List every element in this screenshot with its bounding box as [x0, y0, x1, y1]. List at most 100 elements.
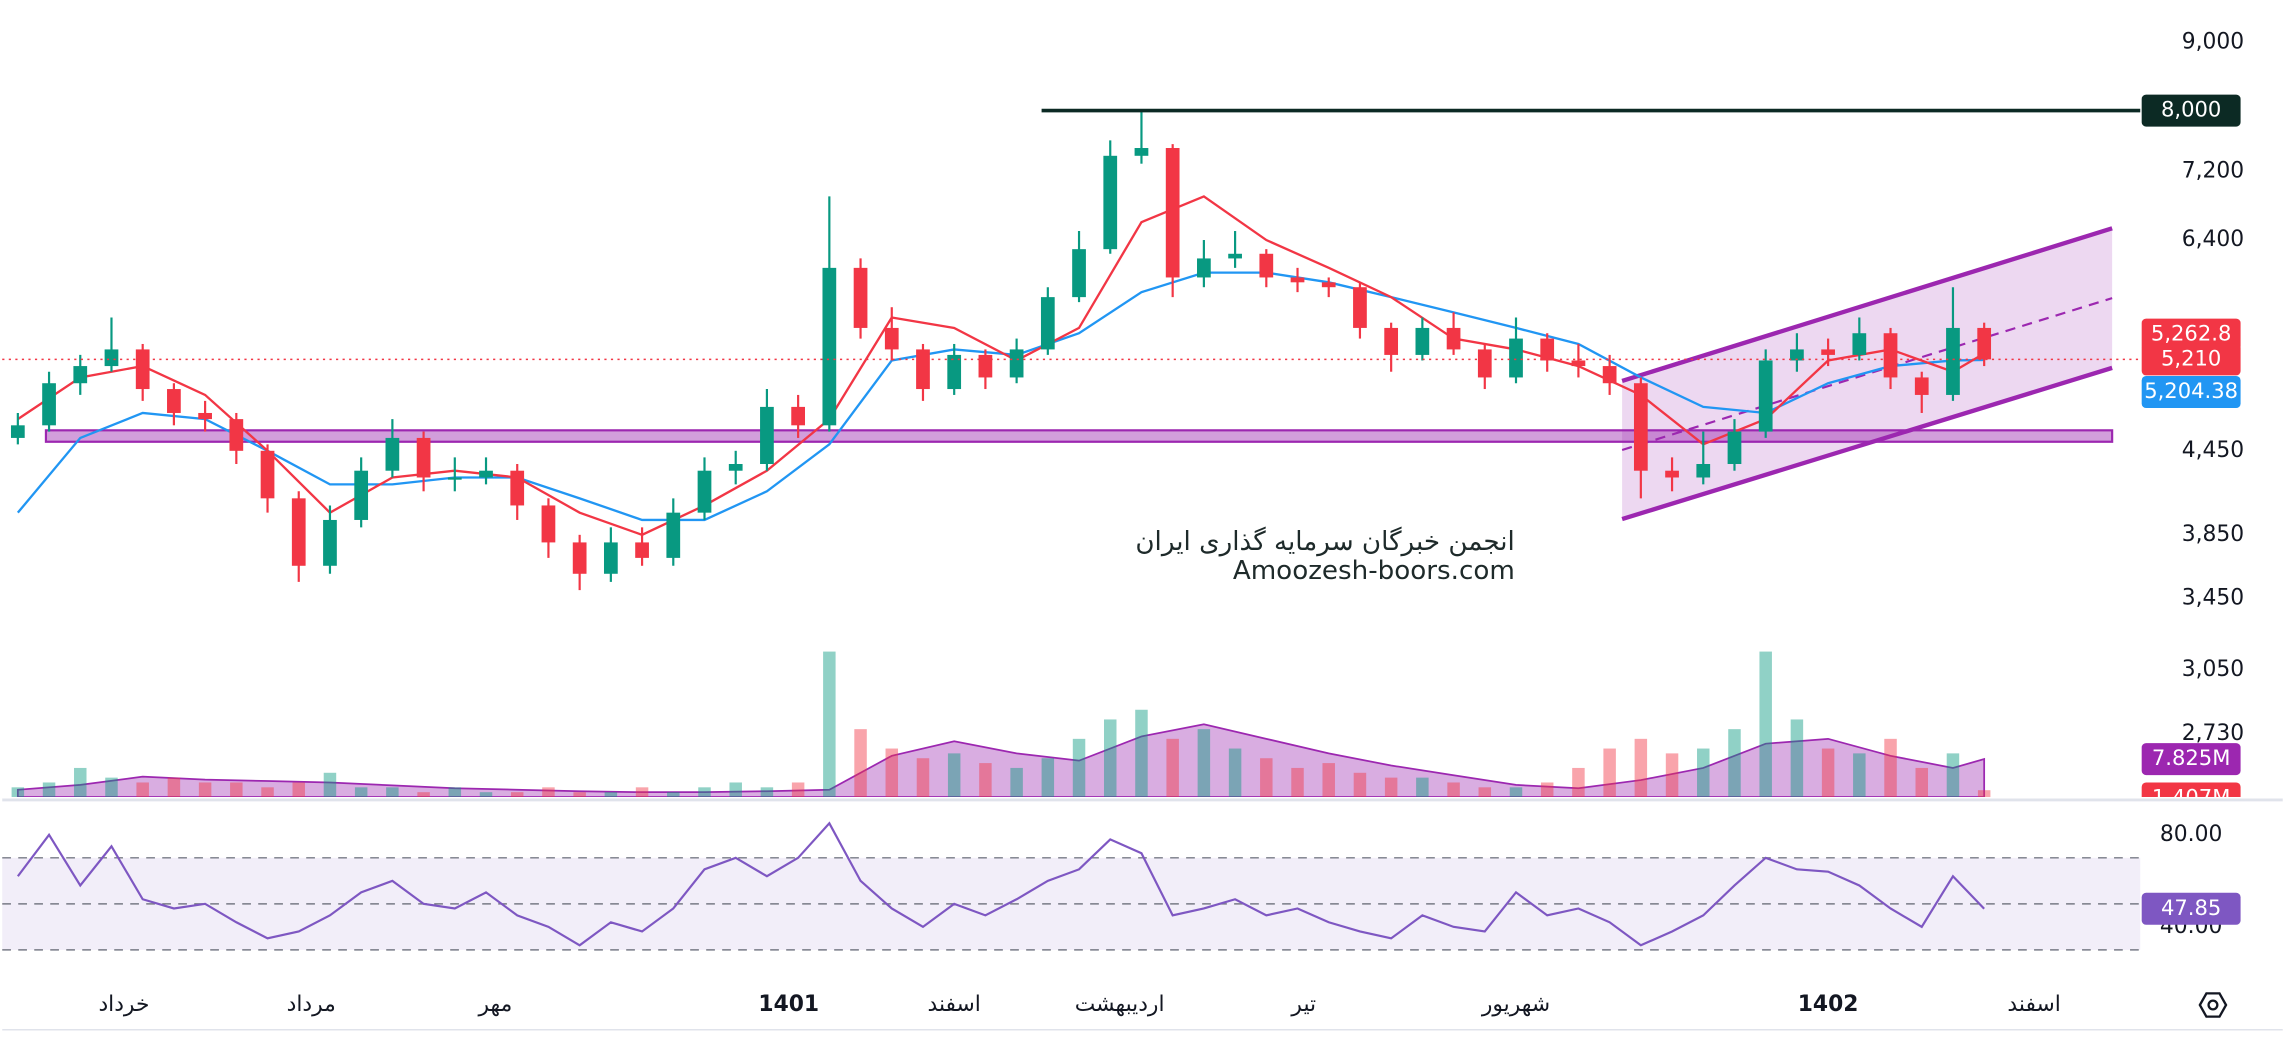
candle-body: [978, 354, 993, 378]
volume-bar: [1135, 709, 1148, 798]
candle-body: [822, 267, 837, 426]
candle-body: [42, 383, 56, 426]
volume-bar: [542, 787, 555, 798]
volume-bar: [261, 787, 274, 798]
candle-body: [1415, 327, 1430, 355]
channel-mid: [1621, 297, 2113, 452]
x-tick-label: شهریور: [1481, 992, 1550, 1017]
candle-body: [1259, 253, 1274, 278]
candle-body: [1321, 282, 1336, 288]
candle-body: [1509, 338, 1523, 378]
volume-bar: [667, 792, 680, 798]
volume-bar: [1041, 758, 1055, 798]
candle-body: [1696, 464, 1711, 478]
watermark: Amoozesh-boors.com: [1233, 556, 1515, 586]
candle-body: [666, 512, 681, 558]
y-tick-label: 2,730: [2182, 721, 2244, 746]
volume-bar: [510, 792, 524, 798]
x-tick-label: مهر: [478, 992, 513, 1017]
channel-lower: [1621, 365, 2113, 522]
hline-label: 8,000: [2161, 97, 2221, 122]
candle-body: [1883, 333, 1898, 378]
candle-body: [1384, 327, 1399, 355]
volume-bar: [479, 792, 493, 798]
candle-body: [198, 412, 212, 420]
candle-body: [541, 505, 556, 543]
candle-body: [1914, 377, 1929, 395]
y-tick-label: 6,400: [2182, 227, 2244, 252]
volume-bar: [386, 787, 399, 798]
volume-bar: [1228, 748, 1242, 798]
candle-body: [1821, 349, 1835, 355]
candle-body: [354, 470, 369, 520]
y-tick-label: 3,450: [2182, 585, 2244, 610]
candle-body: [1446, 327, 1461, 350]
candle-body: [853, 267, 868, 328]
candle-body: [1103, 155, 1118, 250]
volume-bar: [979, 763, 992, 798]
last-price-label: 5,210: [2161, 345, 2221, 370]
hline-label-box: [2141, 94, 2241, 127]
x-tick-label: تیر: [1290, 992, 1316, 1017]
volume-bar: [573, 792, 586, 798]
volume-bar: [1603, 748, 1616, 798]
candle-body: [385, 437, 400, 471]
volume-bar: [417, 792, 430, 798]
candle-body: [104, 349, 119, 367]
candle-body: [1197, 258, 1211, 278]
volume-bar: [1322, 763, 1335, 798]
candle-body: [1134, 148, 1149, 156]
candle-body: [447, 477, 462, 480]
channel-upper: [1621, 226, 2113, 383]
volume-bar: [698, 787, 711, 798]
candle-body: [1633, 383, 1648, 471]
candle-body: [1946, 327, 1960, 395]
volume-label: 1.407M: [2152, 784, 2231, 809]
settings-icon[interactable]: [2198, 992, 2228, 1018]
volume-bar: [1540, 782, 1554, 798]
candle-body: [1602, 366, 1617, 384]
candle-body: [416, 437, 431, 478]
volume-bar: [1478, 787, 1492, 798]
candle-body: [1290, 277, 1305, 283]
candle-body: [916, 349, 930, 390]
candle-body: [1571, 360, 1586, 367]
volume-bar: [1197, 729, 1211, 798]
rsi-tick-label: 80.00: [2160, 822, 2222, 847]
candle-body: [1790, 349, 1804, 361]
candle-body: [760, 406, 774, 465]
volume-bar: [1946, 753, 1960, 798]
candle-body: [229, 419, 244, 451]
candle-body: [1228, 253, 1242, 259]
candle-body: [572, 542, 587, 574]
volume-bar: [42, 782, 56, 798]
candle-body: [635, 542, 649, 558]
candle-body: [1072, 249, 1086, 298]
candle-body: [1727, 431, 1742, 465]
candle-body: [1353, 287, 1367, 328]
volume-bar: [1260, 758, 1273, 798]
support-zone: [44, 429, 2114, 443]
x-tick-label: 1402: [1798, 992, 1859, 1017]
rsi-line: [16, 821, 1985, 947]
volume-bar: [230, 782, 243, 798]
candle-body: [510, 470, 525, 506]
volume-bar: [1010, 767, 1023, 798]
volume-bar: [167, 777, 181, 798]
rsi-label-box: [2141, 892, 2241, 925]
volume-bar: [947, 753, 961, 798]
volume-bar: [1509, 787, 1523, 798]
volume-bar: [1884, 738, 1897, 798]
candle-body: [260, 450, 275, 499]
volume-bar: [105, 777, 118, 798]
volume-ma-area: [16, 723, 1986, 798]
volume-bar: [1759, 651, 1772, 798]
candle-body: [135, 349, 150, 390]
ma-slow-label-box: [2141, 375, 2241, 408]
candle-body: [1852, 333, 1867, 355]
candle-body: [697, 470, 712, 513]
volume-bar: [1072, 738, 1086, 798]
volume-ma-label-box: [2141, 743, 2241, 776]
volume-bar: [198, 782, 212, 798]
volume-bar: [323, 772, 337, 798]
